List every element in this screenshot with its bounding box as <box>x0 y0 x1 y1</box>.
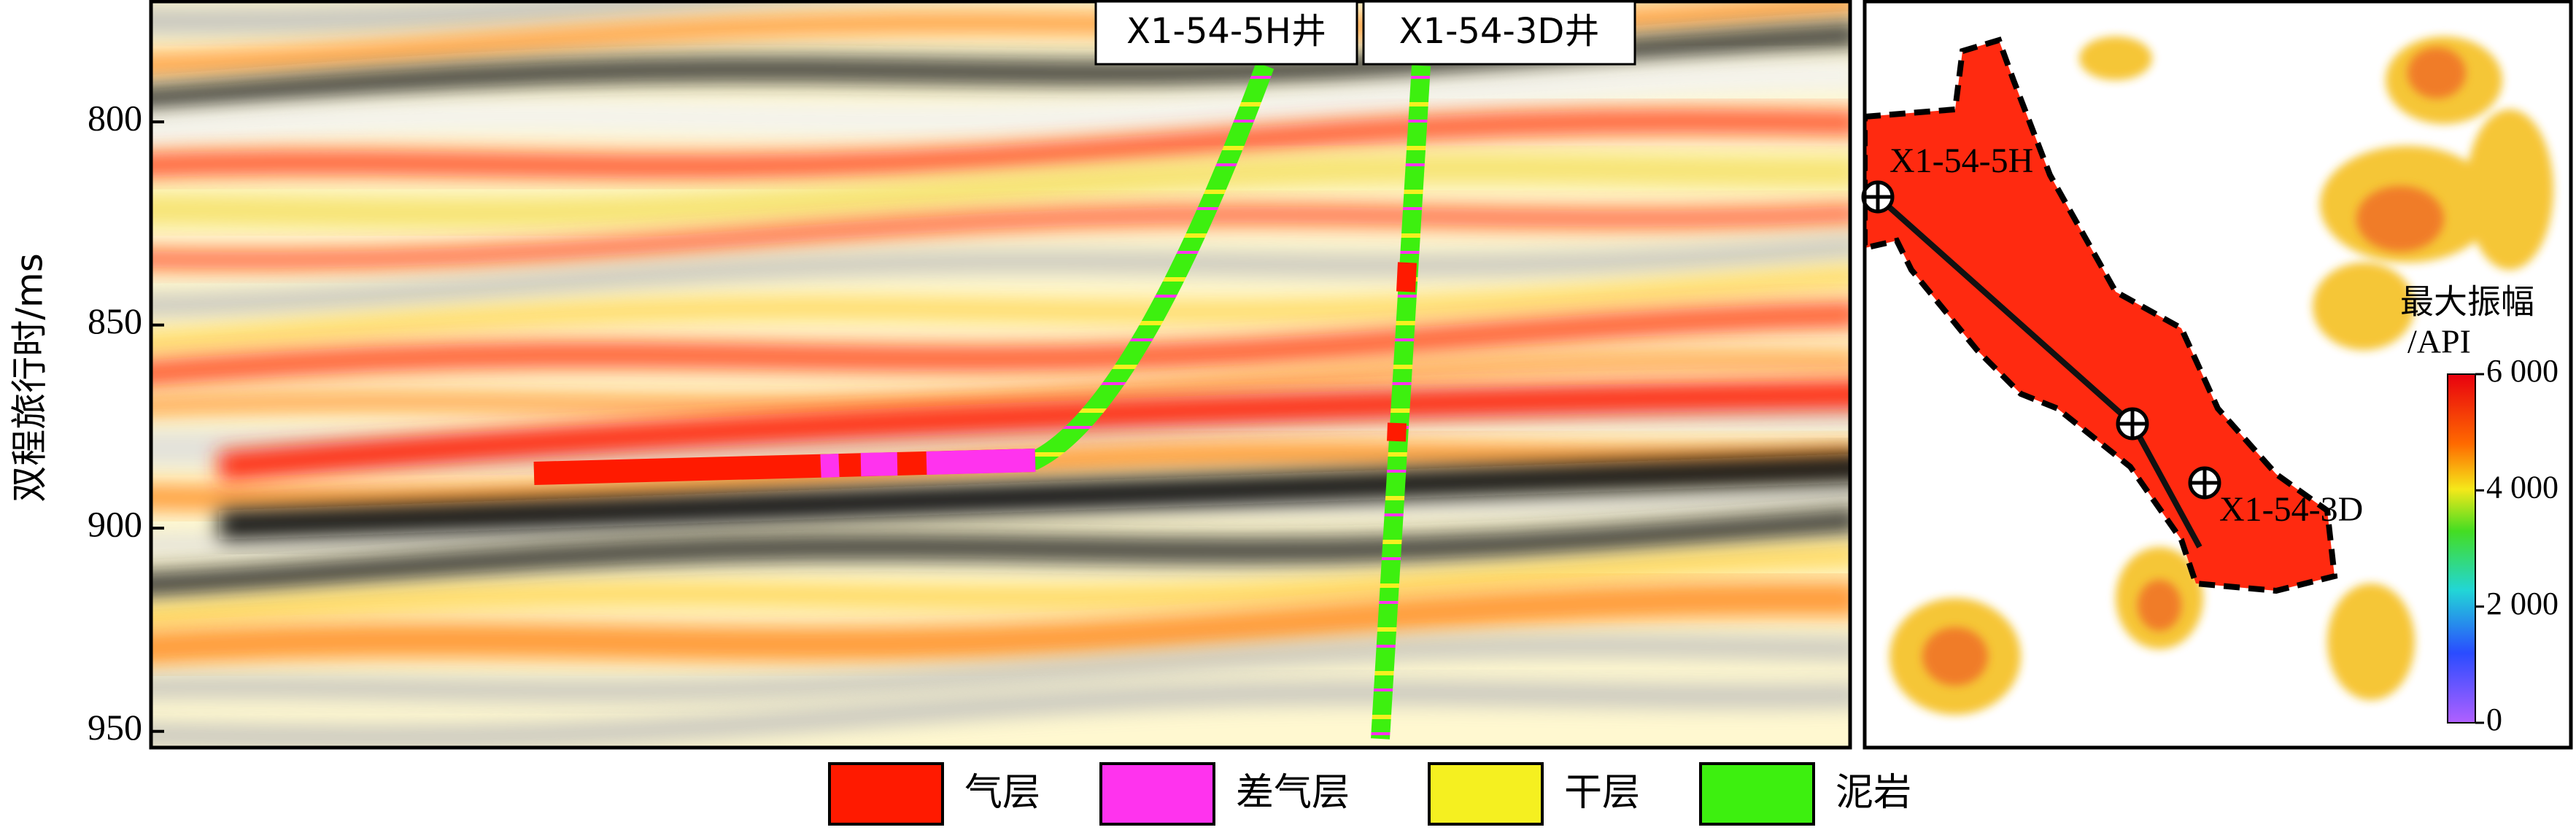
seismic-band <box>151 205 1850 269</box>
seismic-band <box>151 236 1850 316</box>
seismic-band <box>218 454 1850 540</box>
seismic-band <box>151 152 1850 229</box>
amplitude-map <box>1865 36 2553 715</box>
y-tick-label: 800 <box>88 98 142 139</box>
legend-label: 差气层 <box>1236 771 1350 815</box>
seismic-band <box>151 507 1850 598</box>
seismic-band <box>151 581 1850 666</box>
y-axis-label: 双程旅行时/ms <box>9 253 51 503</box>
well-3d <box>1371 65 1431 740</box>
well-markers <box>1861 180 2221 500</box>
well-label: X1-54-5H井 <box>1126 11 1326 52</box>
seismic-band <box>151 544 1850 627</box>
legend-swatch <box>1428 762 1544 826</box>
colorbar-ticks: 6 000 4 000 2 000 0 <box>2475 353 2558 737</box>
seismic-band <box>151 109 1850 179</box>
well-label-box <box>1094 0 1358 66</box>
well-segment <box>926 449 1036 475</box>
seismic-band <box>151 352 1850 415</box>
seismic-band <box>217 379 1850 481</box>
legend-swatch <box>828 762 944 826</box>
wells <box>533 62 1431 740</box>
colorbar-tick-label: 0 <box>2486 702 2502 737</box>
seismic-band <box>151 635 1850 702</box>
well-label-box <box>1362 0 1636 66</box>
seismic-band <box>151 58 1850 147</box>
y-tick-label: 850 <box>88 300 142 341</box>
legend-label: 泥岩 <box>1836 771 1911 815</box>
well-segment <box>820 452 898 478</box>
well-label: X1-54-3D井 <box>1399 11 1600 52</box>
well-segment <box>1387 262 1417 442</box>
legend: 气层 差气层 干层 泥岩 <box>828 762 1911 826</box>
well-5h-vertical <box>533 62 1275 483</box>
seismic-band <box>151 268 1850 352</box>
colorbar-tick-label: 4 000 <box>2486 469 2558 505</box>
seismic-band <box>151 0 854 35</box>
map-well-label: X1-54-3D <box>2219 490 2363 529</box>
colorbar-tick-label: 2 000 <box>2486 586 2558 621</box>
map-frame <box>1863 0 2573 750</box>
seismic-band <box>151 302 1850 386</box>
section-frame <box>149 0 1852 750</box>
y-axis: 800 850 900 950 <box>88 98 164 748</box>
y-tick-label: 900 <box>88 504 142 545</box>
colorbar <box>2447 373 2476 724</box>
legend-label: 干层 <box>1564 771 1640 815</box>
colorbar-tick-label: 6 000 <box>2486 353 2558 389</box>
seismic-band <box>151 681 1850 748</box>
gas-zone <box>1865 36 2338 594</box>
y-tick-label: 950 <box>88 707 142 748</box>
legend-label: 气层 <box>964 771 1040 815</box>
colorbar-unit: /API <box>2407 323 2471 360</box>
map-well-label: X1-54-5H <box>1890 141 2033 180</box>
legend-swatch <box>1099 762 1215 826</box>
legend-swatch <box>1699 762 1815 826</box>
colorbar-title: 最大振幅 <box>2400 282 2534 322</box>
